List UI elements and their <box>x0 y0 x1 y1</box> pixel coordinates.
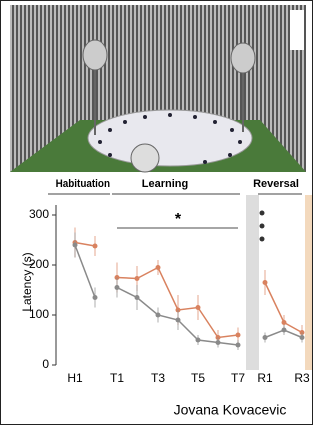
data-point <box>196 338 201 343</box>
significance-star: * <box>175 211 182 228</box>
x-tick-label: R1 <box>257 371 273 385</box>
page: Habituation Learning Reversal * Latency … <box>0 0 313 425</box>
data-point <box>156 313 161 318</box>
transition-band <box>246 195 259 370</box>
data-point <box>156 265 161 270</box>
phase-label: Reversal <box>253 178 299 190</box>
data-point <box>300 335 305 340</box>
data-point <box>236 343 241 348</box>
data-point <box>135 276 140 281</box>
x-tick-label: H1 <box>67 371 83 385</box>
data-point <box>236 333 241 338</box>
data-point <box>263 280 268 285</box>
data-point <box>263 335 268 340</box>
x-tick-label: T7 <box>231 371 245 385</box>
figure: Habituation Learning Reversal * Latency … <box>0 0 313 425</box>
y-tick-label: 300 <box>29 207 49 221</box>
x-tick-label: T5 <box>191 371 205 385</box>
data-point <box>93 295 98 300</box>
y-tick-label: 100 <box>29 307 49 321</box>
data-point <box>282 328 287 333</box>
x-tick-label: T3 <box>151 371 165 385</box>
arena-photo <box>10 5 306 172</box>
data-point <box>282 320 287 325</box>
reversal-band <box>305 195 312 370</box>
x-tick-label: T1 <box>110 371 124 385</box>
phase-label: Habituation <box>56 178 110 190</box>
data-point <box>135 295 140 300</box>
y-tick-label: 200 <box>29 257 49 271</box>
data-point <box>216 340 221 345</box>
data-point <box>73 243 78 248</box>
credit: Jovana Kovacevic <box>174 402 287 418</box>
data-point <box>115 285 120 290</box>
y-tick-label: 0 <box>42 357 49 371</box>
data-point <box>176 318 181 323</box>
phase-label: Learning <box>142 178 188 190</box>
x-tick-label: R3 <box>294 371 310 385</box>
data-point <box>196 305 201 310</box>
data-point <box>93 244 98 249</box>
